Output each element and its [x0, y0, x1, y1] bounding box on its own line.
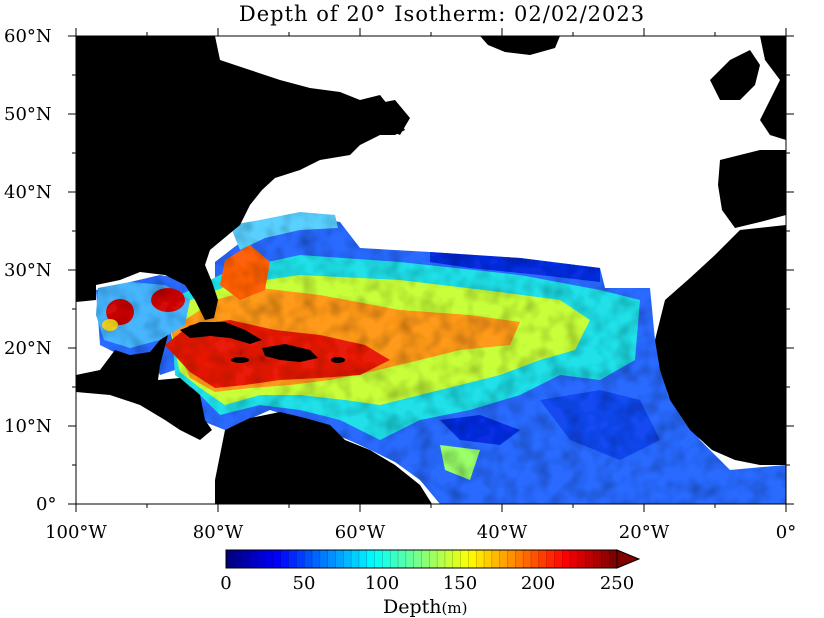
colorbar-segment: [609, 550, 618, 568]
land-central-america: [76, 335, 212, 440]
colorbar-label-250: 250: [599, 573, 635, 594]
colorbar-segment: [507, 550, 516, 568]
colorbar-extend-arrow: [616, 549, 641, 569]
land-iberia: [718, 150, 786, 228]
lon-label-60w: 60°W: [334, 522, 386, 543]
colorbar-segment: [288, 550, 297, 568]
map-title: Depth of 20° Isotherm: 02/02/2023: [238, 2, 646, 26]
colorbar-segment: [499, 550, 508, 568]
axis-ticks: [68, 28, 794, 512]
lon-label-40w: 40°W: [476, 522, 528, 543]
colorbar-segment: [233, 550, 243, 568]
colorbar: [225, 549, 641, 569]
colorbar-segment: [413, 550, 422, 568]
colorbar-segment: [335, 550, 344, 568]
lon-label-80w: 80°W: [192, 522, 244, 543]
land-masses: [76, 36, 786, 504]
colorbar-segment: [546, 550, 555, 568]
lat-label-50n: 50°N: [4, 104, 52, 125]
colorbar-segment: [491, 550, 501, 568]
land-hispaniola: [262, 344, 318, 362]
colorbar-frame: [225, 549, 618, 569]
land-south-america: [215, 412, 432, 504]
colorbar-segment: [366, 550, 375, 568]
colorbar-segment: [351, 550, 360, 568]
lon-label-0: 0°: [775, 522, 797, 543]
lat-label-10n: 10°N: [4, 416, 52, 437]
colorbar-segment: [484, 550, 493, 568]
colorbar-segment: [601, 550, 610, 568]
colorbar-label-150: 150: [442, 573, 478, 594]
colorbar-segment: [343, 550, 352, 568]
colorbar-segment: [452, 550, 461, 568]
lat-label-30n: 30°N: [4, 260, 52, 281]
colorbar-label-50: 50: [292, 573, 316, 594]
colorbar-segment: [476, 550, 485, 568]
lat-label-20n: 20°N: [4, 338, 52, 359]
colorbar-segment: [577, 550, 587, 568]
colorbar-segment: [530, 550, 540, 568]
colorbar-segment: [257, 550, 266, 568]
colorbar-segment: [437, 550, 446, 568]
lon-label-20w: 20°W: [618, 522, 670, 543]
colorbar-segment: [585, 550, 594, 568]
land-europe: [710, 36, 786, 140]
isotherm-depth-field: [96, 212, 786, 504]
colorbar-segment: [241, 550, 250, 568]
colorbar-title: Depth(m): [383, 596, 467, 618]
colorbar-title-text: Depth: [383, 596, 442, 618]
colorbar-segment: [226, 550, 235, 568]
colorbar-segment: [304, 550, 313, 568]
colorbar-segment: [327, 550, 336, 568]
lon-label-100w: 100°W: [45, 522, 107, 543]
colorbar-segment: [358, 550, 368, 568]
colorbar-segment: [296, 550, 305, 568]
colorbar-segment: [523, 550, 532, 568]
colorbar-segment: [249, 550, 258, 568]
colorbar-label-200: 200: [520, 573, 556, 594]
colorbar-segment: [593, 550, 602, 568]
colorbar-segment: [405, 550, 415, 568]
colorbar-segment: [538, 550, 548, 568]
lat-label-60n: 60°N: [4, 26, 52, 47]
land-newfoundland: [370, 100, 410, 135]
colorbar-label-0: 0: [220, 573, 232, 594]
colorbar-segment: [319, 550, 329, 568]
colorbar-segment: [272, 550, 282, 568]
colorbar-segment: [429, 550, 438, 568]
land-cuba: [180, 322, 262, 344]
land-north-america: [76, 36, 405, 320]
lat-label-0: 0°: [36, 494, 57, 515]
colorbar-segment: [421, 550, 430, 568]
colorbar-segment: [460, 550, 469, 568]
colorbar-segment: [390, 550, 399, 568]
colorbar-segment: [374, 550, 383, 568]
lat-label-40n: 40°N: [4, 182, 52, 203]
land-africa: [655, 225, 786, 465]
colorbar-segment: [265, 550, 274, 568]
colorbar-segment: [468, 550, 477, 568]
colorbar-segment: [382, 550, 391, 568]
colorbar-segment: [312, 550, 321, 568]
colorbar-segment: [398, 550, 407, 568]
colorbar-segment: [554, 550, 563, 568]
land-greenland: [480, 36, 560, 55]
colorbar-segment: [515, 550, 524, 568]
colorbar-segment: [444, 550, 454, 568]
colorbar-unit: (m): [441, 599, 468, 617]
colorbar-segment: [562, 550, 571, 568]
colorbar-segment: [280, 550, 289, 568]
colorbar-segment: [570, 550, 579, 568]
colorbar-label-100: 100: [364, 573, 400, 594]
